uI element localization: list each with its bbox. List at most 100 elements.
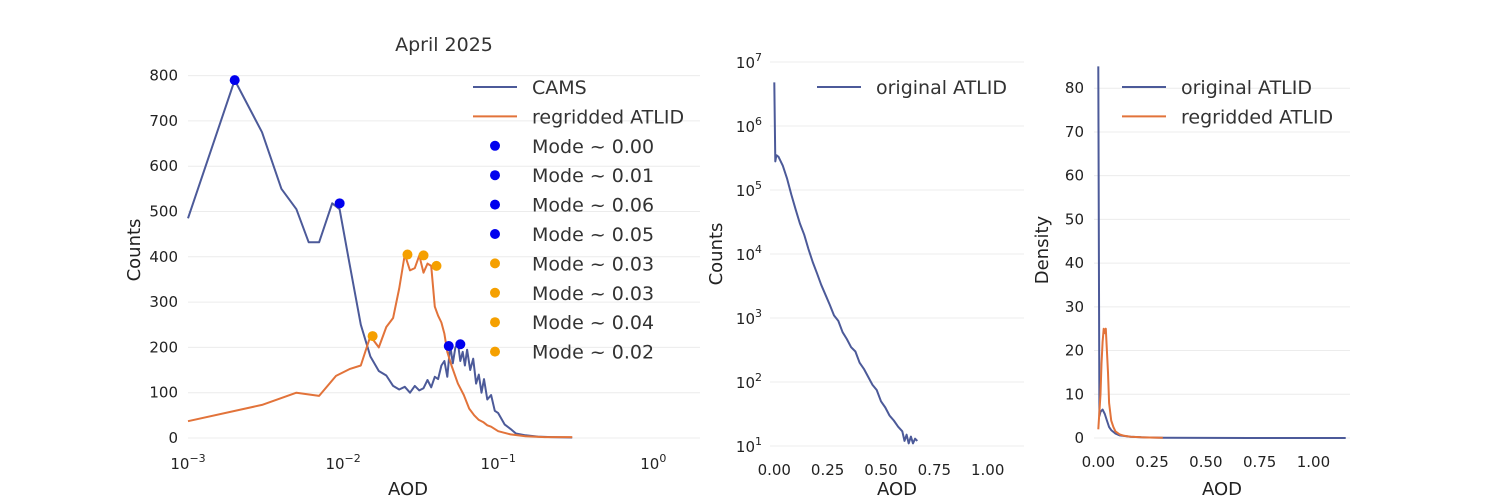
legend-label: Mode ~ 0.02	[532, 342, 654, 364]
mode-marker	[334, 198, 345, 209]
y-tick-label: 0	[168, 429, 178, 447]
y-tick-label: 600	[149, 157, 178, 175]
mode-marker	[455, 339, 466, 350]
series-line-original-atlid	[773, 82, 919, 445]
mode-marker	[402, 249, 413, 260]
y-tick-label-exp: 3	[755, 307, 762, 320]
x-axis-label: AOD	[388, 479, 428, 500]
x-tick-label: 1.00	[971, 461, 1004, 479]
chart-title: April 2025	[395, 34, 493, 56]
y-tick-label: 106	[736, 115, 762, 136]
y-tick-label: 300	[149, 293, 178, 311]
x-tick-label: 0.00	[1082, 453, 1115, 471]
legend-marker-swatch	[490, 258, 500, 269]
y-tick-label-base: 10	[736, 310, 755, 328]
y-tick-label: 0	[1074, 429, 1084, 447]
y-tick-label-exp: 5	[755, 179, 762, 192]
y-tick-label: 100	[149, 384, 178, 402]
mode-marker	[229, 75, 240, 86]
y-tick-label: 80	[1065, 79, 1084, 97]
panel-right: 0 10 20 30 40 50 60 70 80 0.00 0.25 0.50 0.75 1.00 AOD…	[1032, 66, 1350, 500]
y-tick-label: 800	[149, 67, 178, 85]
x-tick-label: 10−2	[325, 452, 360, 473]
x-tick-label: 100	[640, 452, 666, 473]
legend-label: CAMS	[532, 77, 587, 99]
mode-marker	[431, 260, 442, 271]
y-tick-label-base: 10	[736, 246, 755, 264]
legend-marker-swatch	[490, 140, 500, 151]
mode-marker	[367, 331, 378, 342]
legend-label: Mode ~ 0.06	[532, 195, 654, 217]
x-tick-label: 0.50	[1189, 453, 1222, 471]
y-tick-label: 104	[736, 243, 762, 264]
y-tick-label: 101	[736, 435, 762, 456]
y-tick-label: 107	[736, 51, 762, 72]
x-tick-label: 10−1	[481, 452, 516, 473]
legend-marker-swatch	[490, 287, 500, 298]
y-tick-label: 50	[1065, 210, 1084, 228]
legend-marker-swatch	[490, 317, 500, 328]
x-tick-label-base: 10	[325, 455, 344, 473]
y-tick-label-base: 10	[736, 182, 755, 200]
x-tick-label-exp: 0	[659, 452, 666, 465]
x-tick-label: 1.00	[1297, 453, 1330, 471]
y-tick-label: 105	[736, 179, 762, 200]
legend-label: Mode ~ 0.05	[532, 224, 654, 246]
y-tick-label-exp: 4	[755, 243, 762, 256]
y-tick-label: 700	[149, 112, 178, 130]
x-tick-label-base: 10	[481, 455, 500, 473]
legend-label: Mode ~ 0.03	[532, 253, 654, 275]
legend-marker-swatch	[490, 229, 500, 239]
legend-marker-swatch	[490, 170, 500, 181]
x-tick-label: 0.75	[918, 461, 951, 479]
series-line-regridded-atlid	[187, 253, 573, 439]
y-axis-label: Density	[1032, 215, 1053, 284]
mode-marker	[443, 341, 454, 352]
legend-label: Mode ~ 0.00	[532, 136, 654, 158]
y-tick-label: 20	[1065, 342, 1084, 360]
y-tick-label: 10	[1065, 385, 1084, 403]
y-tick-label-exp: 6	[755, 115, 762, 128]
legend-label: Mode ~ 0.04	[532, 312, 654, 334]
y-tick-label-exp: 2	[755, 371, 762, 384]
x-tick-label: 0.75	[1243, 453, 1276, 471]
x-tick-label: 10−3	[170, 452, 205, 473]
y-tick-label-base: 10	[736, 118, 755, 136]
x-tick-label-exp: −3	[189, 452, 205, 465]
y-tick-label: 70	[1065, 123, 1084, 141]
y-tick-label: 400	[149, 248, 178, 266]
x-tick-label-exp: −2	[345, 452, 361, 465]
legend-label: original ATLID	[1181, 77, 1312, 99]
x-tick-label: 0.50	[864, 461, 897, 479]
y-tick-label: 30	[1065, 298, 1084, 316]
y-tick-label: 500	[149, 202, 178, 220]
y-tick-label-base: 10	[736, 54, 755, 72]
legend-label: Mode ~ 0.03	[532, 283, 654, 305]
series-line-cams	[187, 79, 573, 439]
y-tick-label-base: 10	[736, 374, 755, 392]
y-tick-label: 102	[736, 371, 762, 392]
legend-label: original ATLID	[876, 77, 1007, 99]
y-axis-label: Counts	[706, 223, 727, 286]
x-tick-label: 0.25	[811, 461, 844, 479]
x-axis-label: AOD	[1202, 479, 1242, 500]
legend-label: regridded ATLID	[532, 106, 684, 128]
legend-label: regridded ATLID	[1181, 106, 1333, 128]
series-line-regridded-atlid	[1097, 327, 1163, 439]
legend-marker-swatch	[490, 346, 500, 357]
x-tick-label-exp: −1	[500, 452, 516, 465]
y-tick-label: 40	[1065, 254, 1084, 272]
mode-marker	[418, 250, 429, 261]
x-axis-label: AOD	[877, 479, 917, 500]
legend-label: Mode ~ 0.01	[532, 165, 654, 187]
y-axis-label: Counts	[124, 219, 145, 282]
x-tick-label: 0.00	[758, 461, 791, 479]
y-tick-label-exp: 1	[755, 435, 762, 448]
x-tick-label-base: 10	[640, 455, 659, 473]
legend-marker-swatch	[490, 199, 500, 210]
series-line-original-atlid	[1097, 66, 1346, 439]
x-tick-label: 0.25	[1135, 453, 1168, 471]
